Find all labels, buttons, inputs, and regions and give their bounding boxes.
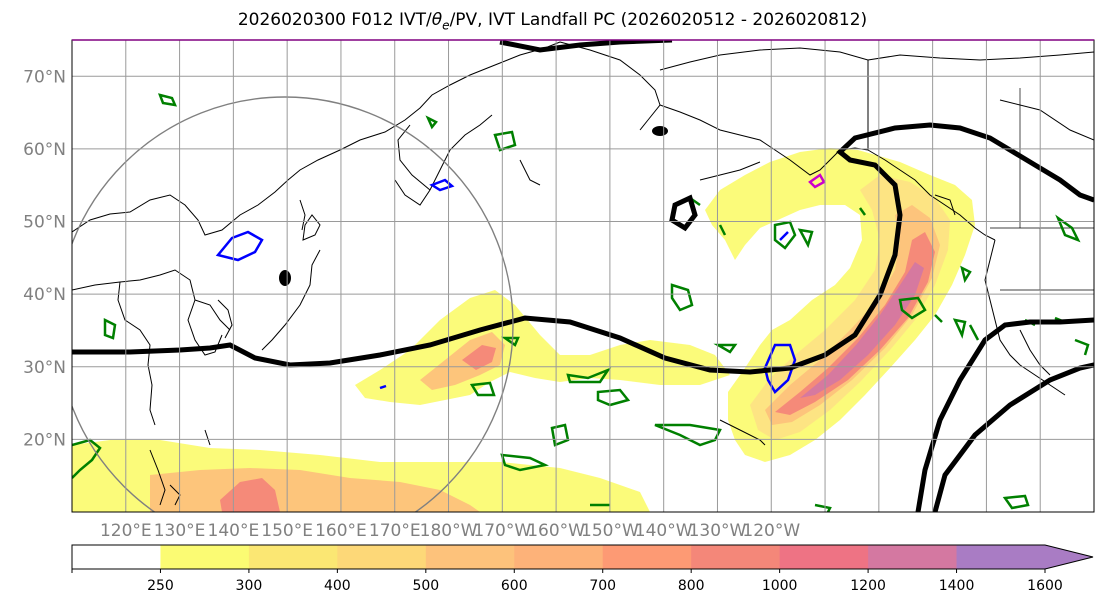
- magenta-contour: [808, 173, 826, 189]
- lon-tick-label: 130°W: [689, 521, 747, 541]
- lon-tick-label: 160°E: [315, 521, 367, 541]
- lat-tick-label: 50°N: [23, 213, 66, 233]
- colorbar-segment: [868, 545, 958, 569]
- lat-tick-label: 60°N: [23, 140, 66, 160]
- ivt-shade-ar-800: [775, 232, 935, 415]
- lon-tick-label: 160°W: [527, 521, 585, 541]
- colorbar-tick-label: 800: [678, 578, 705, 594]
- lon-labels: 120°E 130°E 140°E 150°E 160°E 170°E 180°W170°W…: [100, 521, 800, 541]
- colorbar-extend-arrow: [1045, 545, 1093, 569]
- colorbar-tick-label: 300: [236, 578, 263, 594]
- colorbar-segment: [72, 545, 161, 569]
- colorbar-tick-label: 700: [589, 578, 616, 594]
- ivt-shade-nw-pacific-core: [220, 478, 280, 512]
- colorbar-segment: [691, 545, 781, 569]
- colorbar-segment: [779, 545, 869, 569]
- lon-tick-label: 130°E: [154, 521, 206, 541]
- lon-tick-label: 120°W: [742, 521, 800, 541]
- colorbar-outline: [71, 544, 1094, 570]
- title-prefix: 2026020300 F012 IVT/: [237, 10, 432, 30]
- pv-blob-bering: [652, 126, 668, 136]
- lat-tick-label: 20°N: [23, 430, 66, 450]
- colorbar-tick-label: 250: [147, 578, 174, 594]
- lat-labels: 20°N 30°N 40°N 50°N 60°N 70°N: [23, 67, 66, 450]
- colorbar-segment: [337, 545, 427, 569]
- green-contours: [72, 93, 1090, 512]
- colorbar-segment: [160, 545, 250, 569]
- colorbar-tick-label: 600: [501, 578, 528, 594]
- colorbar-segment: [425, 545, 515, 569]
- lon-tick-label: 120°E: [100, 521, 152, 541]
- lat-tick-label: 40°N: [23, 285, 66, 305]
- title-suffix: /PV, IVT Landfall PC (2026020512 - 20260…: [449, 10, 868, 30]
- colorbar-tick-label: 400: [324, 578, 351, 594]
- ivt-shade-ar-1200: [800, 262, 924, 398]
- colorbar-tick-label: 1400: [939, 578, 975, 594]
- lon-tick-label: 150°E: [261, 521, 313, 541]
- colorbar-tick-label: 500: [412, 578, 439, 594]
- landfall-radius-circle: [72, 96, 514, 512]
- colorbar-segment: [514, 545, 604, 569]
- lon-tick-label: 170°E: [369, 521, 421, 541]
- colorbar-segment: [248, 545, 338, 569]
- lat-tick-label: 70°N: [23, 67, 66, 87]
- colorbar-segment: [956, 545, 1046, 569]
- ivt-shade-central-core: [462, 345, 496, 370]
- lon-tick-label: 150°W: [581, 521, 639, 541]
- lon-tick-label: 180°W: [420, 521, 478, 541]
- title-theta: θ: [431, 10, 443, 30]
- colorbar: 250 300 400 500 600 700 800 1000 1200 1400 1600: [71, 544, 1094, 594]
- lon-tick-label: 170°W: [473, 521, 531, 541]
- title-theta-subscript: e: [442, 18, 450, 33]
- colorbar-tick-label: 1000: [762, 578, 798, 594]
- lat-tick-label: 30°N: [23, 358, 66, 378]
- lon-tick-label: 140°W: [635, 521, 693, 541]
- gridlines: [72, 40, 1094, 512]
- pv-blob-japan: [279, 270, 291, 286]
- map-title: 2026020300 F012 IVT/θe/PV, IVT Landfall …: [0, 10, 1105, 32]
- colorbar-tick-label: 1600: [1027, 578, 1063, 594]
- colorbar-segment: [602, 545, 692, 569]
- ivt-shade-ar-600: [765, 205, 940, 425]
- colorbar-tick-label: 1200: [850, 578, 886, 594]
- islands: [149, 159, 956, 506]
- lon-tick-label: 140°E: [208, 521, 260, 541]
